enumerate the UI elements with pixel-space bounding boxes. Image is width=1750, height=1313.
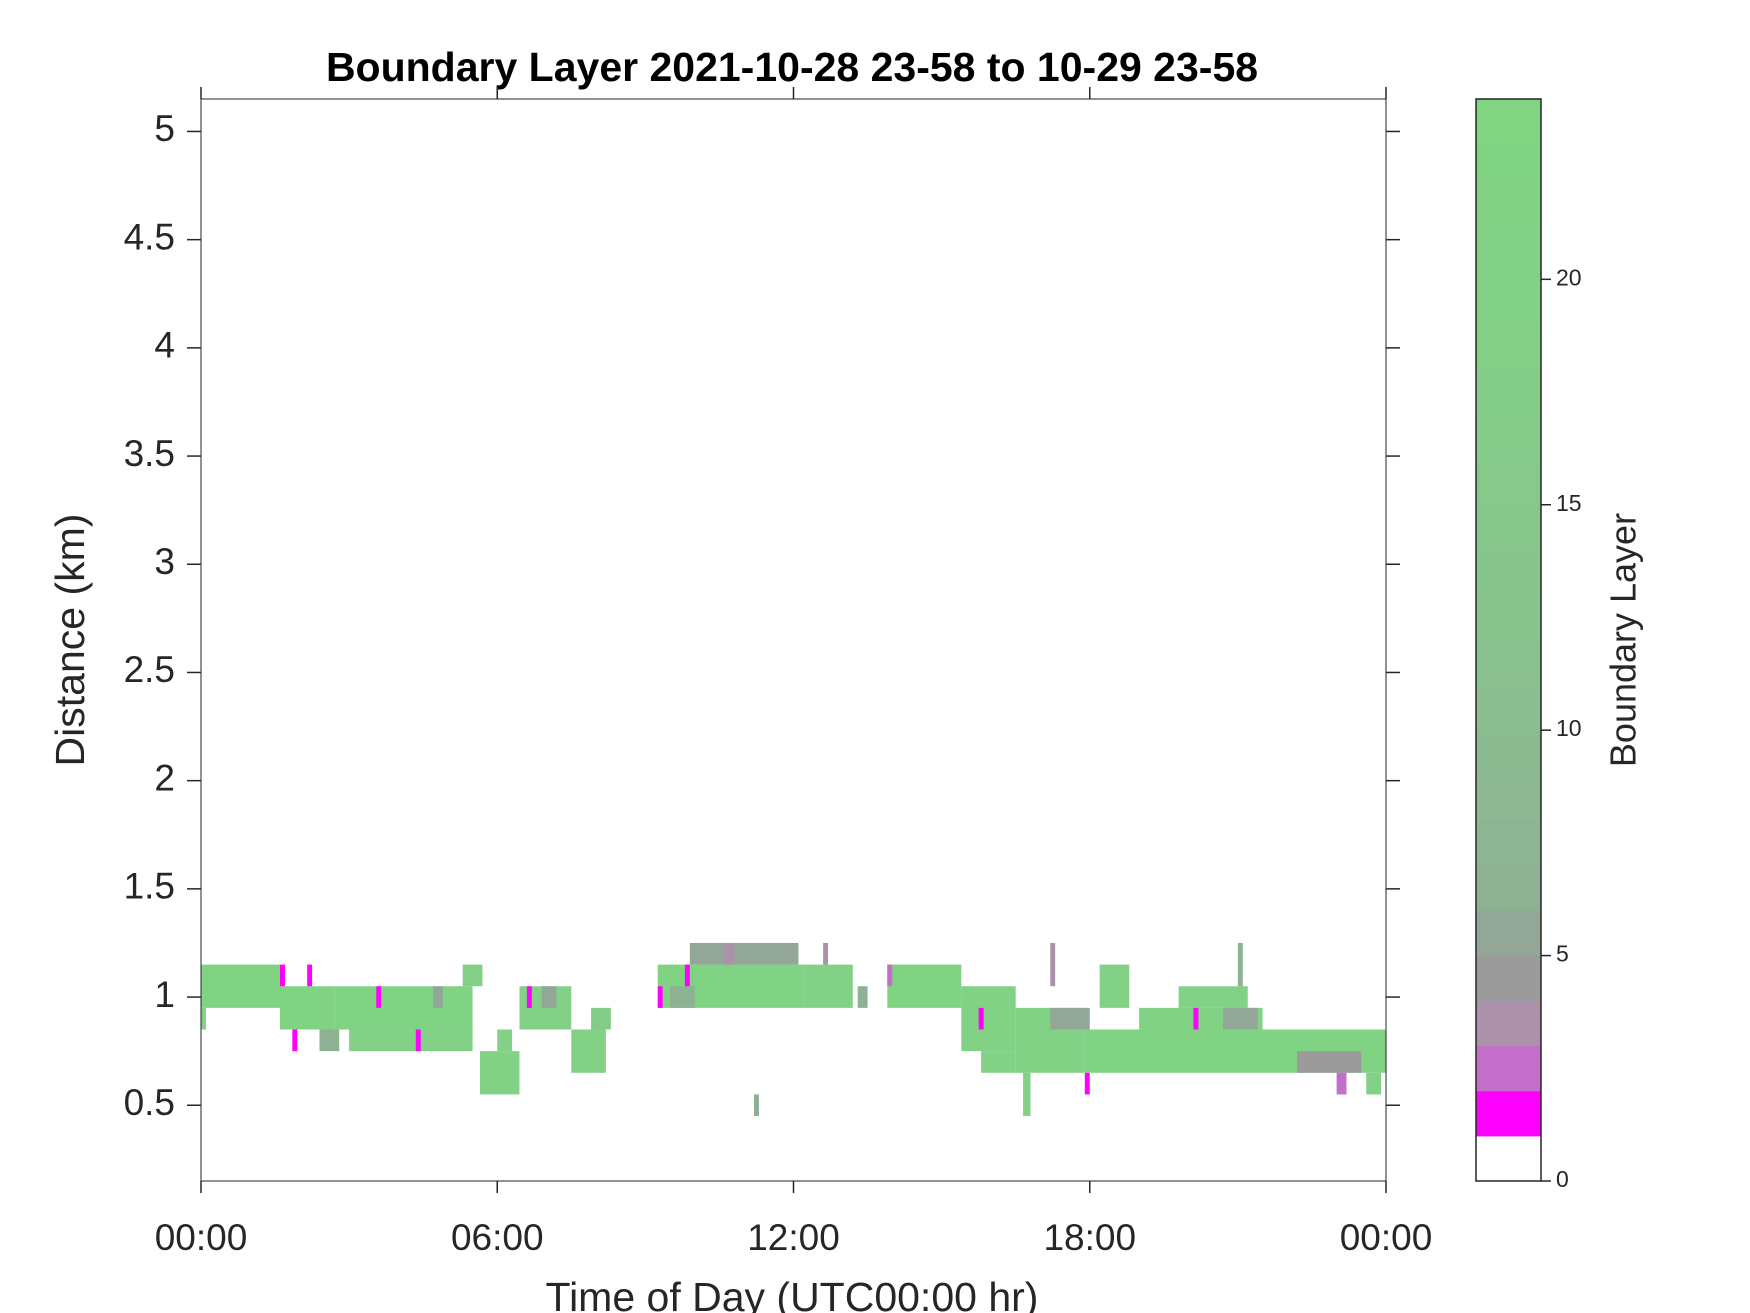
heatmap-cell	[1237, 942, 1243, 987]
colorbar-swatch	[1476, 955, 1541, 1002]
colorbar-swatch	[1476, 775, 1541, 821]
heatmap-cell	[684, 964, 690, 987]
heatmap-cell	[307, 964, 313, 987]
x-tick-label: 00:00	[1340, 1217, 1433, 1258]
colorbar-frame	[1475, 98, 1542, 1182]
heatmap-cell	[978, 1007, 984, 1030]
x-axis-label: Time of Day (UTC00:00 hr)	[546, 1274, 1039, 1313]
colorbar-swatch	[1476, 234, 1541, 280]
colorbar-swatch	[1476, 1045, 1541, 1092]
heatmap-cell	[334, 986, 473, 1030]
heatmap-cell	[823, 942, 829, 965]
colorbar-swatch	[1476, 504, 1541, 551]
heatmap-cell	[280, 964, 285, 987]
heatmap-cell	[526, 986, 532, 1008]
y-tick-label: 4.5	[124, 216, 175, 257]
colorbar-swatch	[1476, 685, 1541, 731]
colorbar-swatch	[1476, 1090, 1541, 1137]
colorbar-swatch	[1476, 324, 1541, 370]
heatmap-cell	[201, 1007, 206, 1030]
y-axis-label: Distance (km)	[47, 514, 93, 767]
heatmap-cell	[1223, 1007, 1258, 1030]
colorbar-swatch	[1476, 279, 1541, 325]
heatmap-cell	[754, 1094, 759, 1117]
colorbar-swatch	[1476, 414, 1541, 461]
colorbar-tick-label: 0	[1556, 1166, 1569, 1192]
x-tick-label: 00:00	[155, 1217, 248, 1258]
y-tick-label: 1	[154, 974, 175, 1015]
colorbar-swatch	[1476, 189, 1541, 235]
heatmap-cell	[280, 986, 335, 1030]
heatmap-cell	[689, 942, 799, 965]
heatmap-cell	[657, 986, 663, 1008]
heatmap-cell	[479, 1051, 520, 1095]
y-tick-label: 2	[154, 757, 175, 798]
y-tick-label: 3	[154, 541, 175, 582]
heatmap-cell	[415, 1029, 421, 1052]
y-tick-label: 4	[154, 325, 175, 366]
heatmap-cell	[1193, 1007, 1199, 1030]
colorbar-swatch	[1476, 99, 1541, 145]
heatmap-cell	[981, 1051, 1016, 1073]
y-tick-label: 3.5	[124, 433, 175, 474]
heatmap-cell	[349, 1029, 473, 1052]
colorbar-tick-label: 20	[1556, 264, 1582, 290]
y-tick-label: 2.5	[124, 649, 175, 690]
heatmap-cell	[1050, 1007, 1090, 1030]
colorbar-swatch	[1476, 865, 1541, 911]
heatmap-cell	[1099, 964, 1130, 1008]
y-tick-label: 5	[154, 108, 175, 149]
heatmap-cell	[887, 964, 962, 1008]
heatmap-cell	[1178, 986, 1248, 1008]
colorbar-swatch	[1476, 730, 1541, 776]
heatmap-cell	[803, 964, 853, 1008]
colorbar-swatch	[1476, 549, 1541, 596]
heatmap-cell	[887, 964, 893, 987]
colorbar-swatch	[1476, 820, 1541, 866]
colorbar-swatch	[1476, 1135, 1541, 1182]
colorbar-swatch	[1476, 1000, 1541, 1047]
colorbar-tick-label: 5	[1556, 941, 1569, 967]
heatmap-cell	[591, 1007, 611, 1030]
chart-title: Boundary Layer 2021-10-28 23-58 to 10-29…	[326, 44, 1258, 90]
heatmap-cell	[319, 1029, 340, 1052]
heatmap-cell	[1366, 1072, 1382, 1095]
colorbar-swatch	[1476, 910, 1541, 957]
heatmap-cell	[1297, 1051, 1362, 1073]
y-tick-label: 0.5	[124, 1082, 175, 1123]
heatmap-cell	[670, 986, 695, 1008]
x-tick-label: 12:00	[747, 1217, 840, 1258]
colorbar-label: Boundary Layer	[1603, 513, 1644, 767]
colorbar-tick-label: 10	[1556, 715, 1582, 741]
colorbar-swatch	[1476, 640, 1541, 686]
heatmap-cell	[541, 986, 557, 1008]
colorbar-swatch	[1476, 369, 1541, 416]
heatmap-cell	[857, 986, 868, 1008]
heatmap-cell	[462, 964, 483, 987]
heatmap-cell	[497, 1029, 513, 1052]
colorbar-swatch	[1476, 594, 1541, 641]
x-tick-label: 06:00	[451, 1217, 544, 1258]
heatmap-cell	[201, 964, 280, 1008]
heatmap-cell	[433, 986, 443, 1008]
heatmap-cell	[1050, 942, 1056, 987]
heatmap-cell	[1336, 1072, 1347, 1095]
y-tick-label: 1.5	[124, 866, 175, 907]
heatmap-cell	[292, 1029, 298, 1052]
heatmap-cell	[376, 986, 382, 1008]
colorbar-tick-label: 15	[1556, 490, 1582, 516]
heatmap-cell	[1262, 1029, 1386, 1052]
heatmap-cell	[724, 942, 735, 965]
heatmap-cell	[1084, 1072, 1090, 1095]
x-tick-label: 18:00	[1043, 1217, 1136, 1258]
colorbar-swatch	[1476, 459, 1541, 506]
colorbar-swatch	[1476, 144, 1541, 190]
heatmap-cell	[571, 1029, 606, 1073]
heatmap-cell	[1023, 1072, 1031, 1117]
heatmap-cell	[961, 986, 1016, 1052]
